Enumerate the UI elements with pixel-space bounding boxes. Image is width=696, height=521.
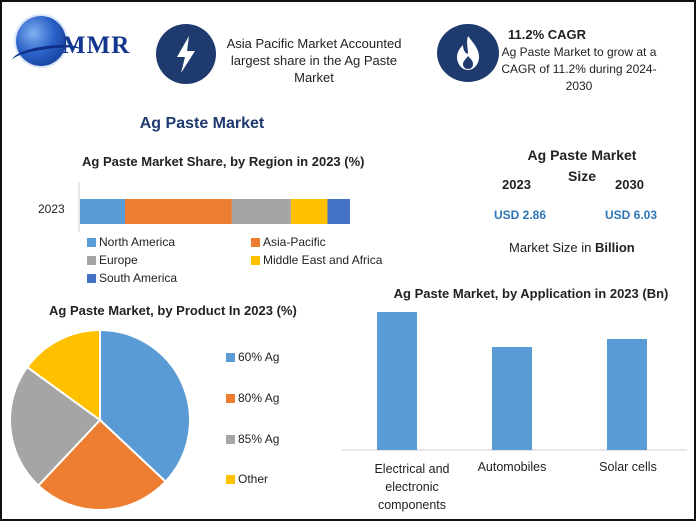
market-size-year-2023: 2023 xyxy=(502,177,531,192)
market-size-unit-prefix: Market Size in xyxy=(509,240,595,255)
logo-text: MMR xyxy=(62,32,131,59)
application-category-label-1: Automobiles xyxy=(477,460,547,474)
legend-swatch-europe xyxy=(87,256,96,265)
legend-label-south-america: South America xyxy=(99,271,178,285)
product-chart-title: Ag Paste Market, by Product In 2023 (%) xyxy=(49,303,297,318)
market-size-unit-bold: Billion xyxy=(594,240,635,255)
region-stacked-bar-chart xyxy=(78,182,350,232)
legend-label-north-america: North America xyxy=(99,235,176,249)
application-bar-2 xyxy=(607,339,647,450)
legend-label-asia-pacific: Asia-Pacific xyxy=(263,235,326,249)
globe-logo-icon xyxy=(16,16,66,66)
pie-slice-85-ag xyxy=(9,365,102,488)
legend-swatch-middle-east-africa xyxy=(251,256,260,265)
cagr-text: Ag Paste Market to grow at a CAGR of 11.… xyxy=(501,45,657,93)
region-bar-segment-asia-pacific xyxy=(125,199,232,224)
legend-swatch-80-ag xyxy=(226,394,235,403)
region-bar-segment-north-america xyxy=(80,199,125,224)
cagr-title: 11.2% CAGR xyxy=(508,27,587,42)
flame-icon xyxy=(437,24,499,82)
market-size-value-2023: USD 2.86 xyxy=(494,208,547,222)
region-bar-segment-middle-east-and-africa xyxy=(290,199,328,224)
legend-swatch-60-ag xyxy=(226,353,235,362)
region-bar-segment-europe xyxy=(231,199,291,224)
application-category-label-0: Electrical and electronic components xyxy=(374,462,450,512)
asia-pacific-headline: Asia Pacific Market Accounted largest sh… xyxy=(226,36,402,85)
legend-label-60-ag: 60% Ag xyxy=(238,350,280,364)
market-size-year-2030: 2030 xyxy=(615,177,644,192)
region-bar-segment-south-america xyxy=(327,199,350,224)
legend-swatch-asia-pacific xyxy=(251,238,260,247)
region-chart-category-label: 2023 xyxy=(38,202,65,216)
market-size-value-2030: USD 6.03 xyxy=(605,208,658,222)
legend-swatch-other xyxy=(226,475,235,484)
pie-slice-80-ag xyxy=(36,418,168,511)
lightning-bolt-icon xyxy=(156,24,216,84)
legend-swatch-north-america xyxy=(87,238,96,247)
pie-slice-other xyxy=(25,328,101,422)
legend-swatch-south-america xyxy=(87,274,96,283)
region-chart-title: Ag Paste Market Share, by Region in 2023… xyxy=(82,154,365,169)
legend-label-80-ag: 80% Ag xyxy=(238,391,280,405)
legend-swatch-85-ag xyxy=(226,435,235,444)
application-bar-0 xyxy=(377,312,417,450)
legend-label-middle-east-africa: Middle East and Africa xyxy=(263,253,383,267)
application-chart-title: Ag Paste Market, by Application in 2023 … xyxy=(393,286,669,301)
legend-label-85-ag: 85% Ag xyxy=(238,432,280,446)
page-title: Ag Paste Market xyxy=(139,115,265,132)
legend-label-other: Other xyxy=(238,472,269,486)
product-pie-chart xyxy=(9,328,191,511)
application-bar-chart xyxy=(342,312,687,451)
application-category-label-2: Solar cells xyxy=(599,460,657,474)
market-size-title: Ag Paste Market Size xyxy=(527,147,637,184)
market-size-unit-label: Market Size in Billion xyxy=(509,240,635,255)
application-bar-1 xyxy=(492,347,532,450)
pie-slice-60-ag xyxy=(99,328,191,484)
legend-label-europe: Europe xyxy=(99,253,138,267)
